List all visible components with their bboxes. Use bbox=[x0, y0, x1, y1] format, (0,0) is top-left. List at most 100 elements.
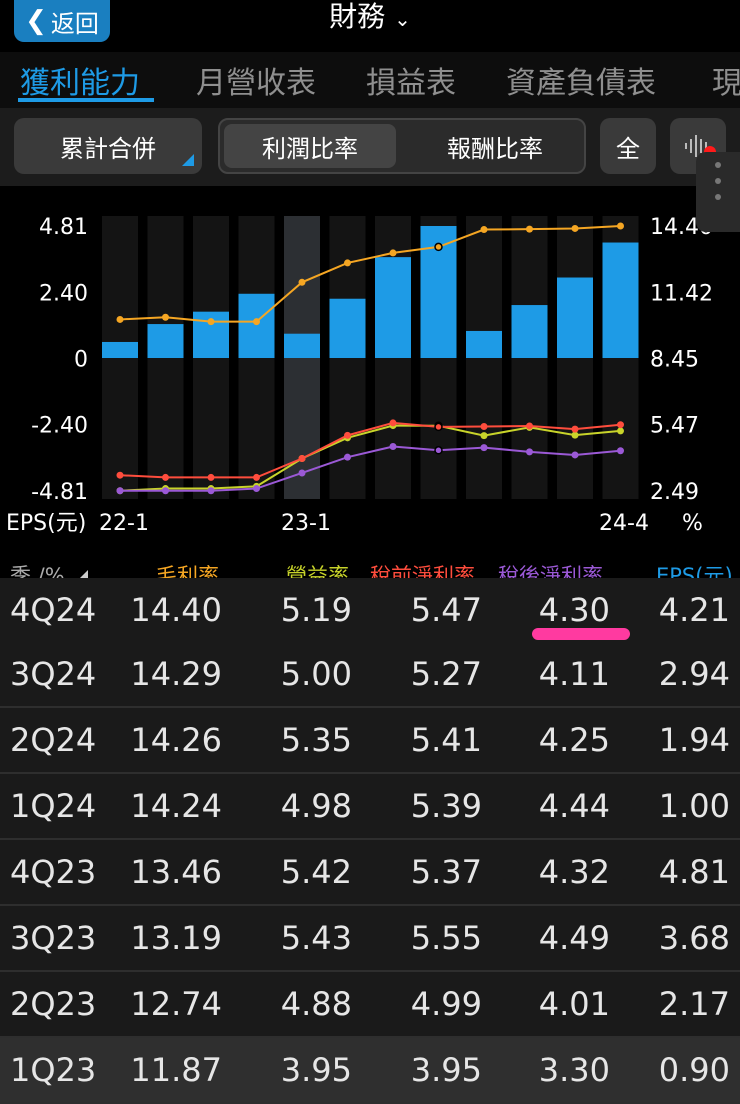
row-value: 5.41 bbox=[410, 721, 482, 759]
chevron-left-icon: ❮ bbox=[25, 6, 47, 36]
row-value: 1.00 bbox=[658, 787, 730, 825]
gross-margin-point bbox=[617, 222, 624, 230]
tab-balance-sheet[interactable]: 資產負債表 bbox=[506, 66, 656, 101]
highlight-mark bbox=[532, 628, 630, 640]
row-value: 13.46 bbox=[130, 853, 222, 891]
row-value: 4.11 bbox=[538, 655, 610, 693]
row-value: 14.29 bbox=[130, 655, 222, 693]
pretax-margin-point bbox=[162, 473, 169, 481]
dot bbox=[715, 178, 721, 184]
back-label: 返回 bbox=[50, 9, 99, 38]
row-value: 4.98 bbox=[280, 787, 352, 825]
pretax-margin-point bbox=[298, 455, 306, 463]
all-label: 全 bbox=[616, 134, 640, 163]
row-value: 4.30 bbox=[538, 591, 610, 629]
row-value: 14.40 bbox=[130, 591, 222, 629]
row-value: 2.94 bbox=[658, 655, 730, 693]
pretax-margin-line bbox=[119, 421, 621, 479]
pretax-margin-point bbox=[116, 471, 124, 479]
operating-margin-line bbox=[119, 424, 621, 492]
gross-margin-point bbox=[298, 278, 306, 286]
eps-bar bbox=[238, 293, 275, 358]
tab-income-statement[interactable]: 損益表 bbox=[366, 66, 456, 101]
row-value: 14.24 bbox=[130, 787, 222, 825]
row-value: 3.68 bbox=[658, 919, 730, 957]
gross-margin-point bbox=[207, 318, 215, 326]
row-quarter: 4Q23 bbox=[10, 853, 97, 891]
right-tick-label: 2.49 bbox=[650, 480, 699, 505]
table-row[interactable]: 3Q23 13.19 5.43 5.55 4.49 3.68 bbox=[0, 906, 740, 972]
x-tick-label: 23-1 bbox=[281, 511, 331, 536]
gross-margin-point bbox=[526, 225, 533, 233]
row-value: 14.26 bbox=[130, 721, 222, 759]
row-value: 4.21 bbox=[658, 591, 730, 629]
profitability-chart[interactable]: 4.812.400-2.40-4.8114.4011.428.455.472.4… bbox=[0, 186, 740, 546]
table-row[interactable]: 1Q24 14.24 4.98 5.39 4.44 1.00 bbox=[0, 774, 740, 840]
table-row[interactable]: 4Q24 14.40 5.19 5.47 4.30 4.21 bbox=[0, 578, 740, 644]
eps-bar bbox=[602, 242, 639, 358]
table-row[interactable]: 4Q23 13.46 5.42 5.37 4.32 4.81 bbox=[0, 840, 740, 906]
pretax-margin-point bbox=[571, 425, 579, 433]
row-value: 1.94 bbox=[658, 721, 730, 759]
row-value: 11.87 bbox=[130, 1051, 222, 1089]
segment-return-ratio[interactable]: 報酬比率 bbox=[447, 134, 543, 163]
tab-monthly-revenue[interactable]: 月營收表 bbox=[196, 66, 316, 101]
gross-margin-point bbox=[162, 313, 169, 321]
row-quarter: 1Q23 bbox=[10, 1051, 97, 1089]
gross-margin-line bbox=[119, 225, 621, 323]
aftertax-margin-point bbox=[480, 444, 488, 452]
gross-margin-point bbox=[480, 226, 488, 234]
row-value: 4.88 bbox=[280, 985, 352, 1023]
table-row[interactable]: 1Q23 11.87 3.95 3.95 3.30 0.90 bbox=[0, 1038, 740, 1104]
eps-bar bbox=[147, 324, 184, 358]
row-quarter: 3Q24 bbox=[10, 655, 97, 693]
back-button[interactable]: ❮ 返回 bbox=[14, 0, 110, 42]
tab-cash-flow[interactable]: 現 bbox=[712, 66, 740, 101]
right-axis-label: % bbox=[682, 511, 703, 536]
eps-bar bbox=[102, 341, 138, 358]
aftertax-margin-point bbox=[116, 487, 124, 495]
gross-margin-point bbox=[571, 224, 579, 232]
row-value: 4.44 bbox=[538, 787, 610, 825]
row-value: 5.37 bbox=[410, 853, 482, 891]
row-value: 5.42 bbox=[280, 853, 352, 891]
row-quarter: 2Q24 bbox=[10, 721, 97, 759]
table-row[interactable]: 2Q24 14.26 5.35 5.41 4.25 1.94 bbox=[0, 708, 740, 774]
dropdown-corner-icon bbox=[182, 154, 194, 166]
aftertax-margin-point bbox=[253, 485, 260, 493]
operating-margin-point bbox=[480, 432, 488, 440]
eps-bar bbox=[375, 257, 411, 358]
aftertax-margin-point bbox=[162, 487, 169, 495]
pretax-margin-point bbox=[207, 473, 215, 481]
table-row[interactable]: 2Q23 12.74 4.88 4.99 4.01 2.17 bbox=[0, 972, 740, 1038]
tab-profitability[interactable]: 獲利能力 bbox=[20, 66, 140, 101]
row-quarter: 3Q23 bbox=[10, 919, 97, 957]
chevron-down-icon: ⌄ bbox=[394, 7, 411, 31]
all-button[interactable]: 全 bbox=[600, 118, 656, 174]
left-tick-label: 2.40 bbox=[39, 281, 88, 306]
aftertax-margin-point bbox=[434, 446, 443, 455]
segment-profit-ratio[interactable]: 利潤比率 bbox=[224, 124, 396, 168]
pretax-margin-point bbox=[526, 422, 533, 430]
row-value: 0.90 bbox=[658, 1051, 730, 1089]
row-value: 4.01 bbox=[538, 985, 610, 1023]
row-value: 3.30 bbox=[538, 1051, 610, 1089]
chart-area: 4.81 2.40 0 -2.40 -4.81 14.40 11.42 8.45 5.47 2.4… bbox=[0, 186, 740, 546]
pretax-margin-point bbox=[617, 421, 624, 429]
left-tick-label: -4.81 bbox=[31, 480, 88, 505]
table-row[interactable]: 3Q24 14.29 5.00 5.27 4.11 2.94 bbox=[0, 642, 740, 708]
aftertax-margin-point bbox=[298, 469, 306, 477]
row-quarter: 4Q24 bbox=[10, 591, 97, 629]
row-value: 5.47 bbox=[410, 591, 482, 629]
pretax-margin-point bbox=[389, 419, 397, 427]
pretax-margin-point bbox=[434, 422, 443, 432]
page-title[interactable]: 財務 ⌄ bbox=[0, 0, 740, 36]
row-value: 3.95 bbox=[280, 1051, 352, 1089]
eps-bar bbox=[557, 277, 593, 358]
side-scroll-handle[interactable] bbox=[696, 152, 740, 232]
row-value: 4.25 bbox=[538, 721, 610, 759]
scope-dropdown[interactable]: 累計合併 bbox=[14, 118, 202, 174]
row-value: 2.17 bbox=[658, 985, 730, 1023]
x-tick-label: 24-4 bbox=[599, 511, 649, 536]
page-title-text: 財務 bbox=[329, 0, 386, 33]
